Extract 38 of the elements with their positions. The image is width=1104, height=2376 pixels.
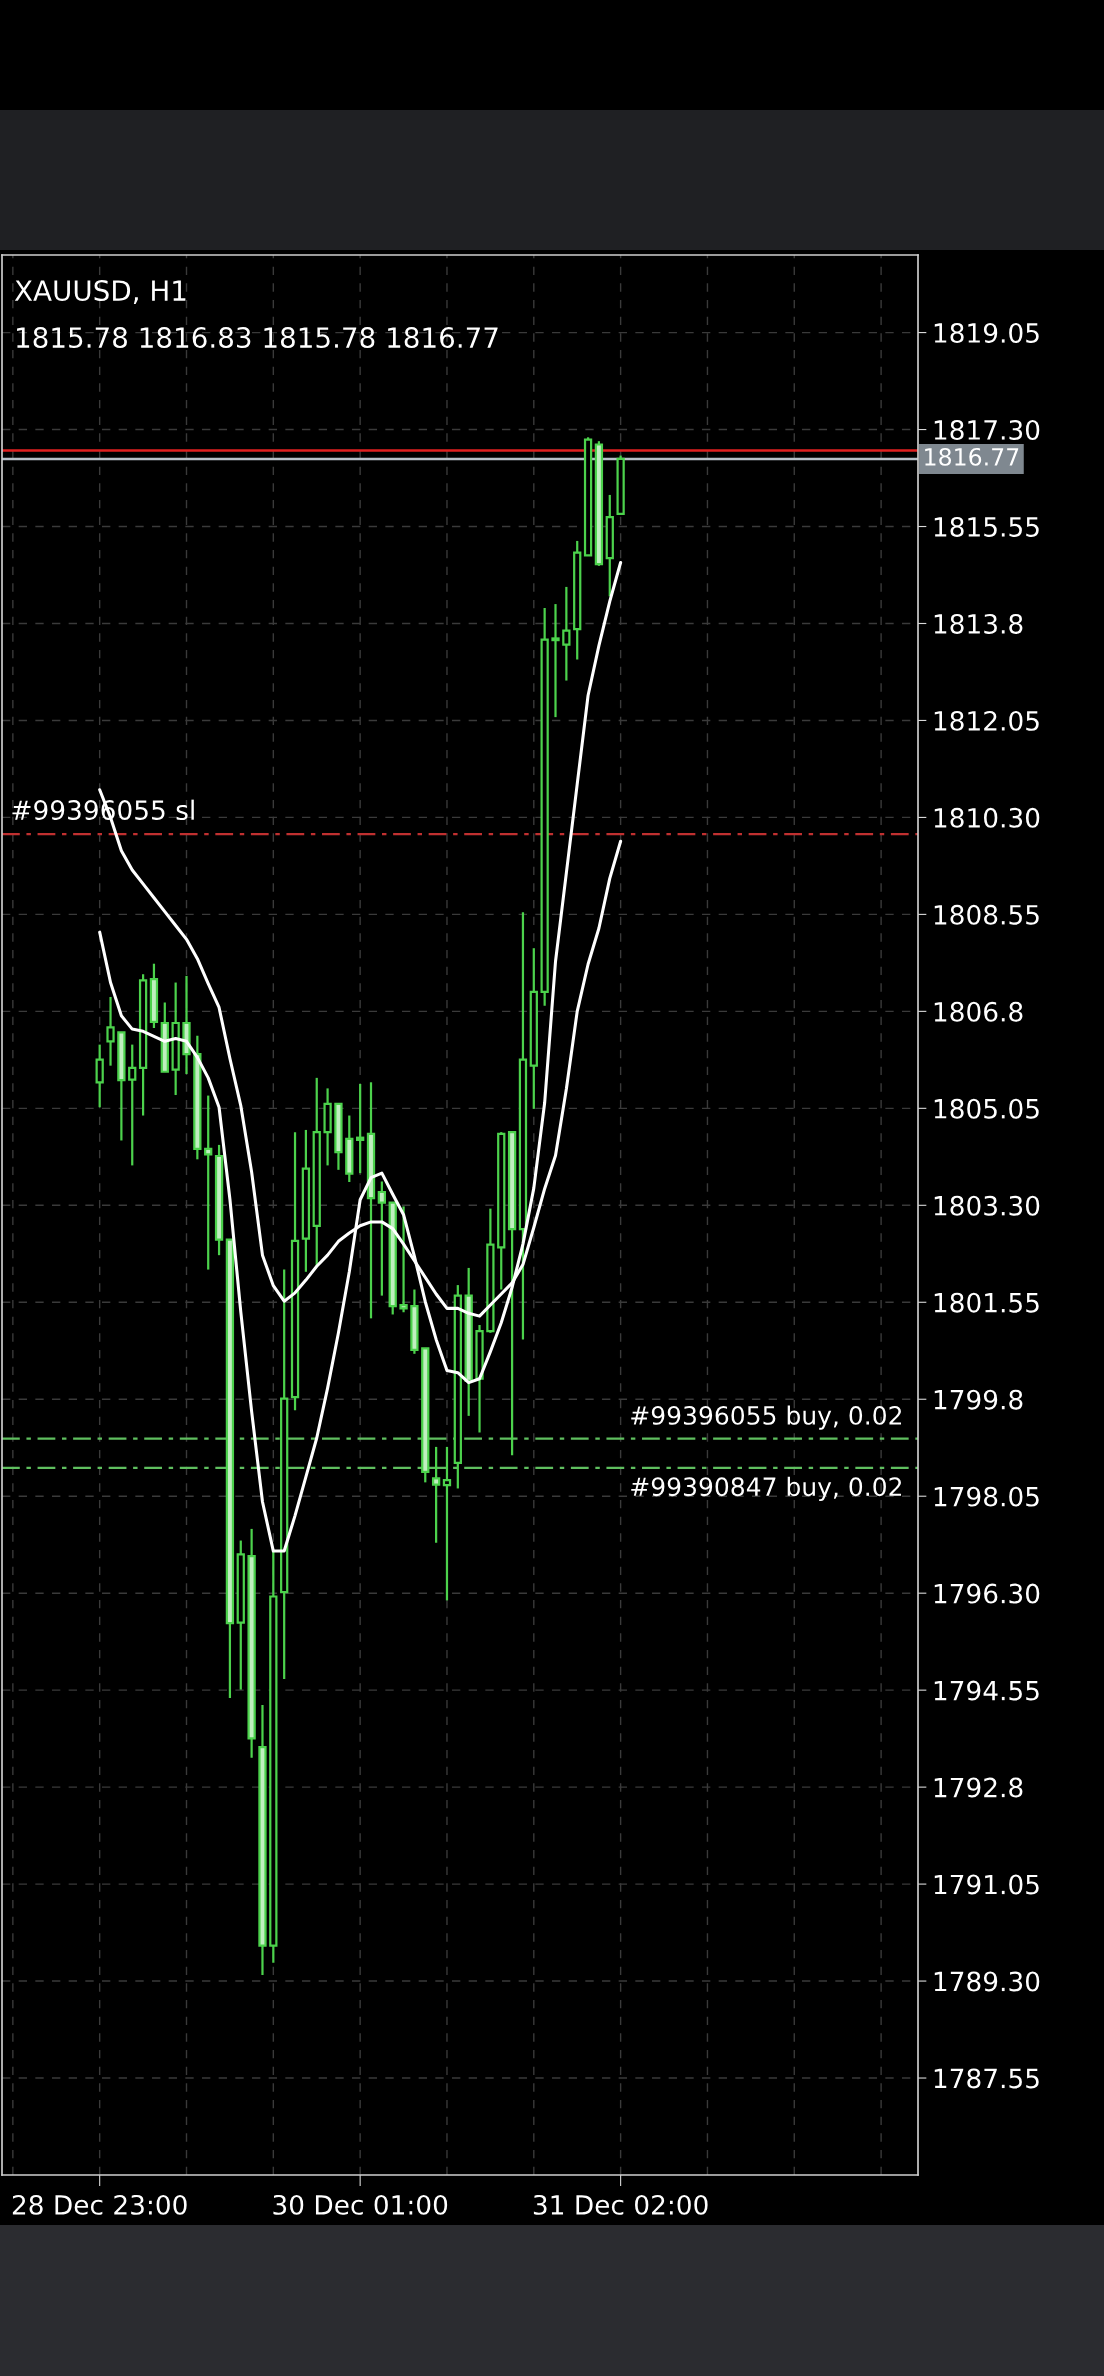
candlestick [356,1082,365,1175]
y-tick-label: 1806.8 [934,1001,1023,1022]
y-tick-label: 1813.8 [934,613,1023,634]
candlestick [377,1180,387,1297]
y-tick-label: 1819.05 [934,323,1039,343]
y-tick-label: 1808.55 [934,904,1039,925]
candlestick [399,1205,408,1314]
candlestick [431,1445,441,1544]
y-tick-label: 1792.8 [934,1777,1023,1798]
candlestick [442,1445,452,1602]
candlestick [106,995,115,1067]
x-tick-label: 28 Dec 23:00 [12,2194,187,2215]
y-tick-label: 1798.05 [934,1486,1039,1507]
candlestick [95,1043,104,1109]
y-tick-label: 1805.05 [934,1098,1039,1119]
y-tick-label: 1799.8 [934,1389,1023,1410]
y-tick-label: 1801.55 [934,1292,1039,1313]
candlestick [204,1094,213,1271]
x-tick-label: 30 Dec 01:00 [273,2194,448,2215]
y-tick-label: 1803.30 [934,1195,1040,1216]
y-tick-label: 1796.30 [934,1583,1040,1604]
y-tick-label: 1812.05 [934,710,1039,731]
y-tick-label: 1791.05 [934,1874,1039,1895]
candlestick [128,1043,137,1167]
y-tick-label: 1817.30 [934,419,1040,440]
candlestick [562,585,571,682]
ref-line-label: #99396055 buy, 0.02 [631,1405,902,1430]
ref-line-label: 1816.77 [925,447,1019,466]
text: 1815.78 1816.83 1815.78 1816.77 [17,327,498,349]
text: XAUUSD, H1 [14,280,186,304]
ref-line-label: #99390847 buy, 0.02 [631,1476,902,1502]
x-tick-label: 31 Dec 02:00 [533,2194,708,2215]
y-tick-label: 1787.55 [934,2068,1039,2089]
y-tick-label: 1794.55 [934,1680,1039,1701]
y-tick-label: 1810.30 [934,807,1040,828]
candlestick [551,602,560,719]
y-tick-label: 1815.55 [934,516,1039,537]
y-tick-label: 1789.30 [934,1971,1040,1992]
